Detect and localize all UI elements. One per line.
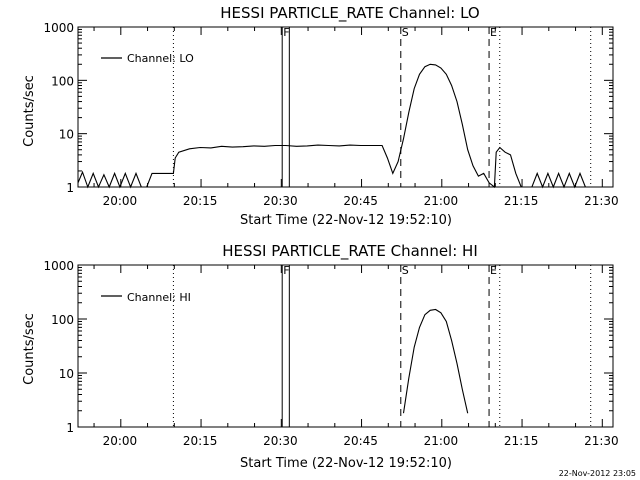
y-tick-label-lo: 1000 <box>43 21 74 35</box>
y-tick-label-hi: 1 <box>66 421 74 435</box>
series-line-hi <box>402 308 469 414</box>
y-tick-label-lo: 100 <box>51 74 74 88</box>
x-tick-label-hi: 20:30 <box>263 434 298 448</box>
x-tick-label-lo: 21:30 <box>584 194 619 208</box>
chart-title-hi: HESSI PARTICLE_RATE Channel: HI <box>222 242 478 261</box>
event-label-E-hi: E <box>490 264 497 277</box>
x-tick-label-lo: 21:00 <box>424 194 459 208</box>
x-tick-label-hi: 20:15 <box>183 434 218 448</box>
y-tick-label-hi: 1000 <box>43 259 74 273</box>
x-tick-label-lo: 20:30 <box>263 194 298 208</box>
y-tick-label-lo: 1 <box>66 181 74 195</box>
x-tick-label-lo: 20:15 <box>183 194 218 208</box>
x-tick-label-hi: 20:00 <box>103 434 138 448</box>
plot-frame-lo <box>77 26 614 188</box>
chart-title-lo: HESSI PARTICLE_RATE Channel: LO <box>220 4 479 23</box>
y-axis-label-hi: Counts/sec <box>22 313 37 385</box>
series-line-lo <box>77 63 586 189</box>
x-tick-label-hi: 21:15 <box>504 434 539 448</box>
event-label-S-hi: S <box>402 264 409 277</box>
footer-timestamp: 22-Nov-2012 23:05 <box>559 469 636 478</box>
y-tick-label-hi: 10 <box>59 367 74 381</box>
legend-label-hi: Channel: HI <box>127 291 191 304</box>
event-label-F-lo: F <box>283 26 289 39</box>
legend-label-lo: Channel: LO <box>127 52 194 65</box>
y-tick-label-hi: 100 <box>51 313 74 327</box>
x-axis-label-lo: Start Time (22-Nov-12 19:52:10) <box>240 213 452 228</box>
plot-frame-hi <box>77 264 614 428</box>
x-tick-label-hi: 21:00 <box>424 434 459 448</box>
x-tick-label-hi: 20:45 <box>343 434 378 448</box>
event-label-E-lo: E <box>490 26 497 39</box>
x-tick-label-lo: 20:45 <box>343 194 378 208</box>
y-axis-label-lo: Counts/sec <box>22 75 37 147</box>
x-tick-label-lo: 21:15 <box>504 194 539 208</box>
x-tick-label-lo: 20:00 <box>103 194 138 208</box>
x-tick-label-hi: 21:30 <box>584 434 619 448</box>
y-tick-label-lo: 10 <box>59 128 74 142</box>
event-label-F-hi: F <box>283 264 289 277</box>
event-label-S-lo: S <box>402 26 409 39</box>
x-axis-label-hi: Start Time (22-Nov-12 19:52:10) <box>240 456 452 471</box>
